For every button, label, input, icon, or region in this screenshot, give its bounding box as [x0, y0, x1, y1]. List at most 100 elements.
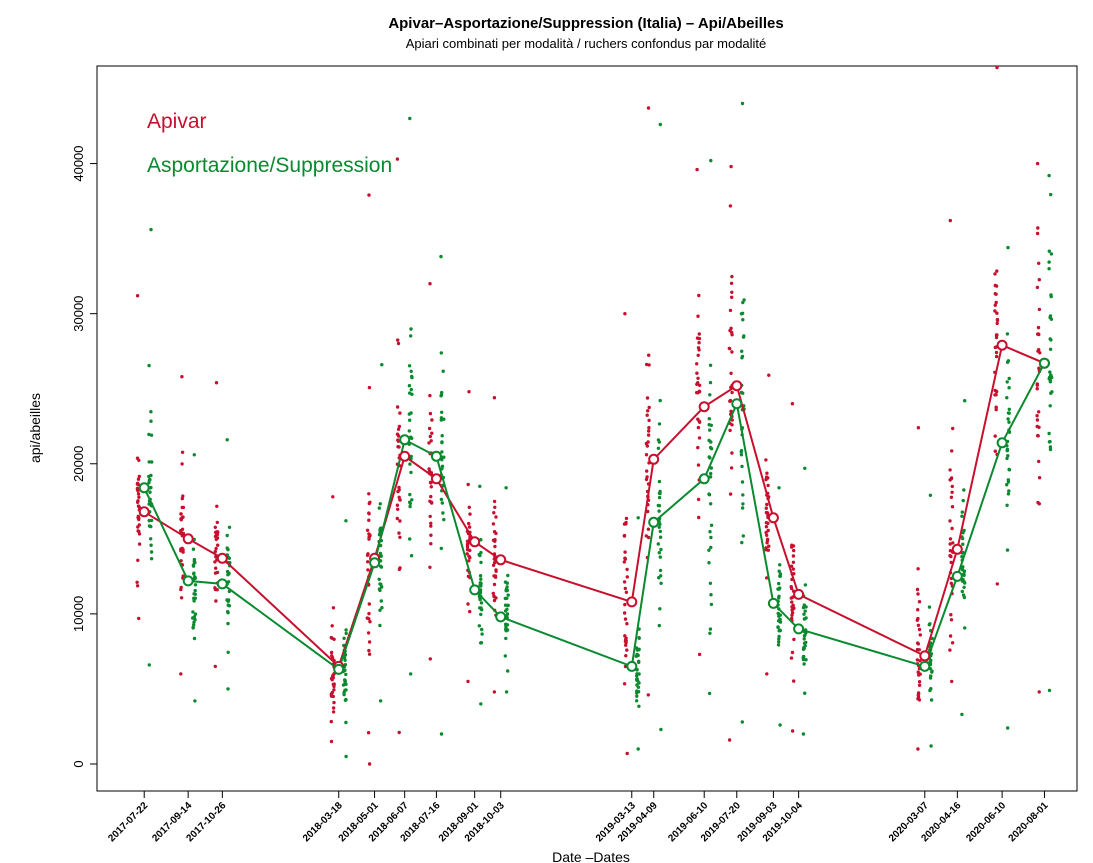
data-point [1048, 314, 1053, 318]
data-point [803, 633, 807, 637]
data-point [697, 341, 701, 345]
mean-marker [919, 660, 931, 672]
data-point [709, 502, 713, 506]
data-point [729, 326, 733, 330]
data-point [740, 506, 745, 510]
data-point [1038, 351, 1042, 355]
data-point [765, 672, 769, 676]
mean-marker [138, 506, 150, 518]
data-point [709, 466, 713, 470]
data-point [467, 559, 471, 563]
data-point [366, 631, 371, 635]
data-point [379, 554, 383, 558]
data-point [637, 660, 641, 665]
data-point [657, 623, 661, 628]
data-point [728, 399, 732, 403]
data-point [397, 531, 401, 535]
data-point [729, 409, 733, 413]
data-point [709, 602, 714, 607]
data-point [790, 402, 795, 406]
data-point [647, 405, 651, 410]
data-point [657, 551, 661, 555]
data-point [366, 568, 370, 572]
data-point [995, 311, 999, 315]
data-point [790, 605, 794, 609]
data-point [331, 606, 336, 610]
data-point [646, 509, 650, 514]
data-point [764, 510, 769, 515]
data-point [479, 612, 483, 617]
data-point [994, 405, 998, 409]
data-point [492, 690, 497, 694]
data-point [729, 164, 733, 169]
data-point [480, 627, 484, 632]
data-point [215, 504, 219, 508]
data-point [428, 434, 432, 439]
data-point [137, 474, 141, 479]
data-point [802, 646, 806, 651]
data-point [625, 622, 629, 626]
data-point [1035, 414, 1039, 418]
data-point [147, 663, 151, 667]
data-point [928, 493, 933, 497]
data-point [147, 474, 151, 479]
data-point [930, 670, 934, 674]
data-point [645, 413, 649, 417]
data-point [366, 731, 371, 735]
data-point [709, 593, 713, 597]
data-point [728, 308, 733, 313]
data-point [961, 498, 965, 503]
data-point [658, 555, 662, 559]
data-point [696, 314, 700, 318]
data-point [625, 575, 629, 579]
data-point [949, 495, 954, 499]
data-point [644, 477, 649, 482]
data-point [441, 511, 445, 515]
data-point [740, 464, 744, 469]
data-point [776, 611, 780, 616]
data-point [729, 371, 733, 375]
data-point [479, 702, 483, 706]
data-point [728, 346, 732, 351]
data-point [804, 616, 808, 620]
data-point [409, 672, 413, 676]
data-point [492, 557, 496, 561]
data-point [343, 658, 347, 662]
data-point [729, 466, 734, 470]
data-point [1006, 454, 1010, 458]
data-point [802, 662, 806, 666]
data-point [764, 525, 769, 529]
data-point [803, 609, 807, 613]
data-point [1036, 332, 1040, 336]
data-point [137, 542, 142, 546]
data-point [802, 654, 806, 659]
data-point [192, 615, 197, 619]
data-point [916, 623, 921, 627]
data-point [697, 383, 702, 387]
data-point [918, 659, 922, 663]
data-point [644, 441, 649, 446]
data-point [623, 550, 627, 554]
data-point [344, 720, 348, 725]
data-point [766, 476, 770, 480]
data-point [344, 682, 348, 686]
data-point [479, 577, 483, 581]
data-point [637, 648, 641, 652]
data-point [136, 558, 140, 562]
mean-marker [1038, 357, 1050, 369]
data-point [191, 610, 195, 614]
data-point [179, 529, 183, 533]
data-point [439, 394, 443, 398]
data-point [777, 614, 781, 618]
data-point [1005, 396, 1009, 400]
data-point [993, 272, 997, 276]
x-tick-label: 2017-07-22 [106, 800, 150, 844]
data-point [635, 689, 639, 693]
data-point [960, 536, 965, 541]
data-point [1035, 387, 1039, 391]
data-point [466, 482, 470, 487]
data-point [624, 643, 628, 647]
data-point [1036, 434, 1040, 438]
data-point [179, 559, 183, 563]
data-point [697, 332, 701, 336]
